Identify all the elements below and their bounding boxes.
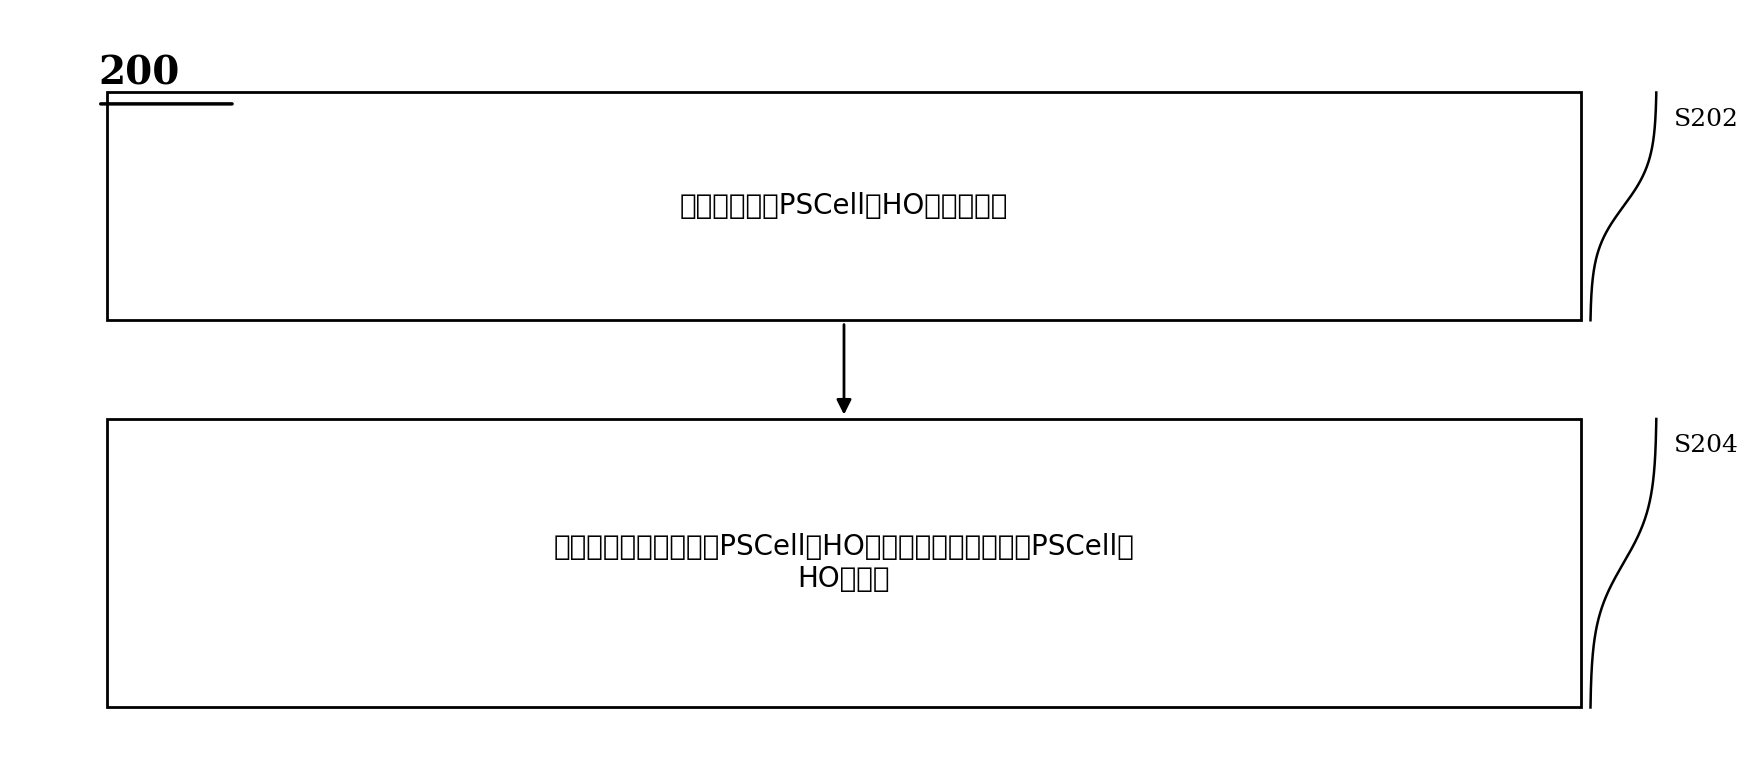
Text: 基于所获得的用于利用PSCell的HO的处理延迟来执行利用PSCell的
HO的过程: 基于所获得的用于利用PSCell的HO的处理延迟来执行利用PSCell的 HO的… bbox=[554, 533, 1135, 594]
FancyBboxPatch shape bbox=[107, 92, 1581, 320]
Text: 200: 200 bbox=[99, 55, 179, 92]
Text: 获得用于利用PSCell的HO的处理延迟: 获得用于利用PSCell的HO的处理延迟 bbox=[679, 192, 1008, 220]
FancyBboxPatch shape bbox=[107, 419, 1581, 707]
Text: S202: S202 bbox=[1675, 107, 1740, 130]
Text: S204: S204 bbox=[1675, 434, 1740, 457]
